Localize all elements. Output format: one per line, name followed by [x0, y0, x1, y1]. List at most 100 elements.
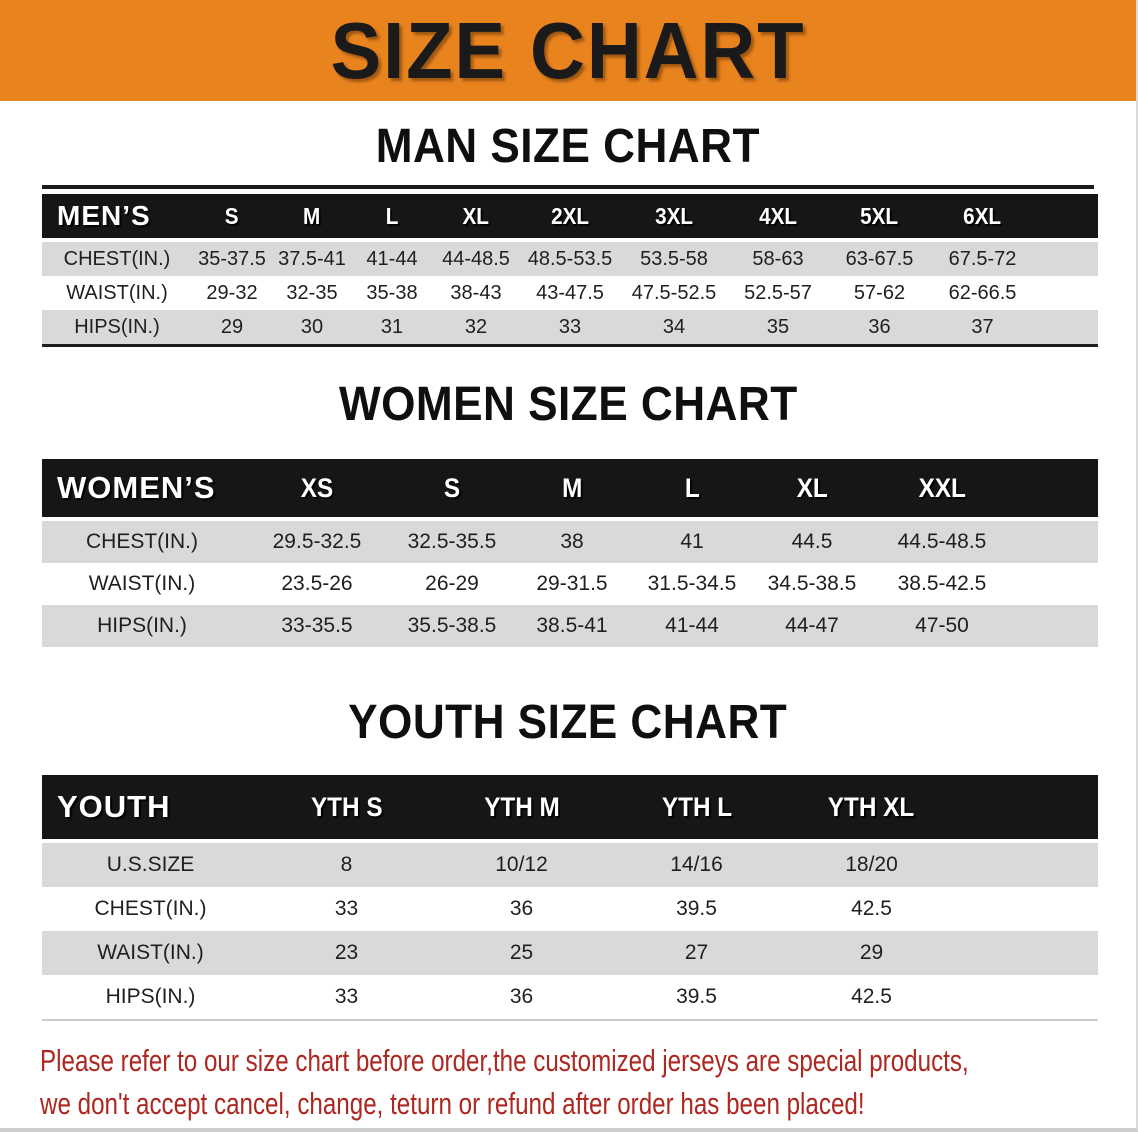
men-size-header-label: 5XL — [860, 202, 899, 229]
men-table-wrap: MEN’S S M L XL 2XL 3XL 4XL 5XL 6XL CHEST(IN.) 35-37… — [0, 185, 1136, 347]
women-chest-in-value-s: 32.5-35.5 — [407, 530, 497, 553]
men-row-label-hips-in: HIPS(IN.) — [74, 315, 160, 338]
youth-section-title: YOUTH SIZE CHART — [0, 697, 1136, 749]
men-chest-in-value-l: 41-44 — [366, 247, 418, 270]
men-chest-in-value-m: 37.5-41 — [278, 247, 346, 270]
men-hips-in-value-4xl: 35 — [766, 315, 790, 338]
youth-size-table: YOUTH YTH S YTH M YTH L YTH XL U.S.SIZE 8 10/12… — [42, 775, 1098, 1021]
youth-waist-in-value-yth-s: 23 — [334, 941, 359, 964]
men-size-header-3xl: 3XL — [620, 194, 728, 242]
women-row-label-waist-in: WAIST(IN.) — [88, 572, 196, 595]
youth-size-header-label: YTH L — [661, 791, 732, 822]
youth-table-wrap: YOUTH YTH S YTH M YTH L YTH XL U.S.SIZE 8 10/12… — [0, 775, 1136, 1021]
youth-hips-in-value-yth-l: 39.5 — [676, 985, 717, 1008]
youth-row-u-s-size: U.S.SIZE 8 10/12 14/16 18/20 — [42, 843, 1098, 887]
youth-row-spacer-cell — [959, 843, 1098, 887]
men-waist-in-value-m: 32-35 — [286, 281, 338, 304]
women-table-wrap: WOMEN’S XS S M L XL XXL CHEST(IN.) 29.5-32.5 32.5… — [0, 459, 1136, 647]
youth-row-label-u-s-size: U.S.SIZE — [106, 853, 195, 876]
women-size-header-label: L — [684, 472, 700, 503]
men-size-header-label: M — [303, 202, 321, 229]
men-hips-in-value-s: 29 — [220, 315, 244, 338]
youth-size-header-yth-xl: YTH XL — [784, 775, 959, 843]
men-waist-in-value-5xl: 57-62 — [853, 281, 906, 304]
men-hips-in-value-3xl: 34 — [662, 315, 686, 338]
youth-hips-in-value-yth-xl: 42.5 — [851, 985, 892, 1008]
youth-size-header-yth-s: YTH S — [259, 775, 434, 843]
disclaimer-line-2: we don't accept cancel, change, teturn o… — [40, 1086, 865, 1121]
men-section-title-text: MAN SIZE CHART — [375, 120, 761, 173]
men-section-title: MAN SIZE CHART — [0, 121, 1136, 173]
women-section: WOMEN SIZE CHART WOMEN’S XS S M L XL XXL CHEST(… — [0, 379, 1136, 647]
women-hips-in-value-xxl: 47-50 — [915, 614, 969, 637]
men-hips-in-value-m: 30 — [300, 315, 324, 338]
men-row-label-waist-in: WAIST(IN.) — [66, 281, 168, 304]
women-size-header-xxl: XXL — [872, 459, 1012, 521]
women-size-header-xs: XS — [242, 459, 392, 521]
women-chest-in-value-l: 41 — [680, 530, 704, 553]
men-chest-in-value-s: 35-37.5 — [198, 247, 266, 270]
men-waist-in-value-2xl: 43-47.5 — [536, 281, 604, 304]
men-header-spacer-cell — [1034, 194, 1098, 242]
women-table-title-cell: WOMEN’S — [42, 459, 242, 521]
youth-waist-in-value-yth-xl: 29 — [859, 941, 884, 964]
youth-row-label-hips-in: HIPS(IN.) — [105, 985, 196, 1008]
youth-size-header-label: YTH S — [310, 791, 383, 822]
women-size-header-label: S — [443, 472, 461, 503]
men-size-header-xl: XL — [432, 194, 520, 242]
youth-chest-in-value-yth-l: 39.5 — [676, 897, 717, 920]
page-title: SIZE CHART — [330, 5, 806, 95]
men-table-header-row: MEN’S S M L XL 2XL 3XL 4XL 5XL 6XL — [42, 194, 1098, 242]
men-table-title-cell: MEN’S — [42, 194, 192, 242]
men-hips-in-value-5xl: 36 — [868, 315, 891, 338]
youth-hips-in-value-yth-s: 33 — [334, 985, 359, 1008]
men-hips-in-value-l: 31 — [380, 315, 404, 338]
youth-size-header-yth-m: YTH M — [434, 775, 609, 843]
women-size-header-label: XS — [300, 472, 334, 503]
women-header-spacer-cell — [1012, 459, 1098, 521]
men-size-header-l: L — [352, 194, 432, 242]
women-size-header-label: M — [561, 472, 583, 503]
men-section: MAN SIZE CHART MEN’S S M L XL 2XL 3XL 4XL 5XL 6XL… — [0, 121, 1136, 347]
youth-u-s-size-value-yth-m: 10/12 — [495, 853, 548, 876]
men-waist-in-value-s: 29-32 — [206, 281, 258, 304]
women-row-label-chest-in: CHEST(IN.) — [86, 530, 198, 553]
youth-size-header-label: YTH M — [483, 791, 560, 822]
youth-section: YOUTH SIZE CHART YOUTH YTH S YTH M YTH L YTH… — [0, 697, 1136, 1021]
men-table-top-rule — [42, 185, 1094, 189]
women-waist-in-value-l: 31.5-34.5 — [647, 572, 737, 595]
women-section-title: WOMEN SIZE CHART — [0, 379, 1136, 431]
youth-waist-in-value-yth-l: 27 — [684, 941, 709, 964]
men-size-header-s: S — [192, 194, 272, 242]
women-table-header-row: WOMEN’S XS S M L XL XXL — [42, 459, 1098, 521]
women-waist-in-value-m: 29-31.5 — [536, 572, 608, 595]
men-row-waist-in: WAIST(IN.) 29-32 32-35 35-38 38-43 43-47.5 47.… — [42, 276, 1098, 310]
women-hips-in-value-xs: 33-35.5 — [281, 614, 353, 637]
women-row-chest-in: CHEST(IN.) 29.5-32.5 32.5-35.5 38 41 44.5 44.5… — [42, 521, 1098, 563]
men-chest-in-value-5xl: 63-67.5 — [845, 247, 914, 270]
women-size-header-m: M — [512, 459, 632, 521]
youth-chest-in-value-yth-xl: 42.5 — [851, 897, 892, 920]
men-size-header-label: 6XL — [963, 202, 1002, 229]
women-size-header-label: XL — [796, 472, 828, 503]
youth-size-header-label: YTH XL — [828, 791, 915, 822]
men-row-chest-in: CHEST(IN.) 35-37.5 37.5-41 41-44 44-48.5 48.5… — [42, 242, 1098, 276]
disclaimer-line-1: Please refer to our size chart before or… — [40, 1043, 969, 1078]
women-chest-in-value-xs: 29.5-32.5 — [272, 530, 362, 553]
youth-table-header-row: YOUTH YTH S YTH M YTH L YTH XL — [42, 775, 1098, 843]
men-size-header-label: XL — [462, 202, 490, 229]
youth-chest-in-value-yth-s: 33 — [334, 897, 359, 920]
youth-row-label-chest-in: CHEST(IN.) — [94, 897, 207, 920]
men-row-spacer-cell — [1034, 276, 1098, 310]
women-hips-in-value-m: 38.5-41 — [536, 614, 608, 637]
youth-chest-in-value-yth-m: 36 — [509, 897, 534, 920]
youth-u-s-size-value-yth-l: 14/16 — [670, 853, 723, 876]
youth-header-spacer-cell — [959, 775, 1098, 843]
men-waist-in-value-3xl: 47.5-52.5 — [631, 281, 717, 304]
women-row-hips-in: HIPS(IN.) 33-35.5 35.5-38.5 38.5-41 41-44 44-… — [42, 605, 1098, 647]
women-row-spacer-cell — [1012, 563, 1098, 605]
men-chest-in-value-2xl: 48.5-53.5 — [527, 247, 613, 270]
men-size-header-label: S — [225, 202, 239, 229]
women-hips-in-value-s: 35.5-38.5 — [407, 614, 497, 637]
